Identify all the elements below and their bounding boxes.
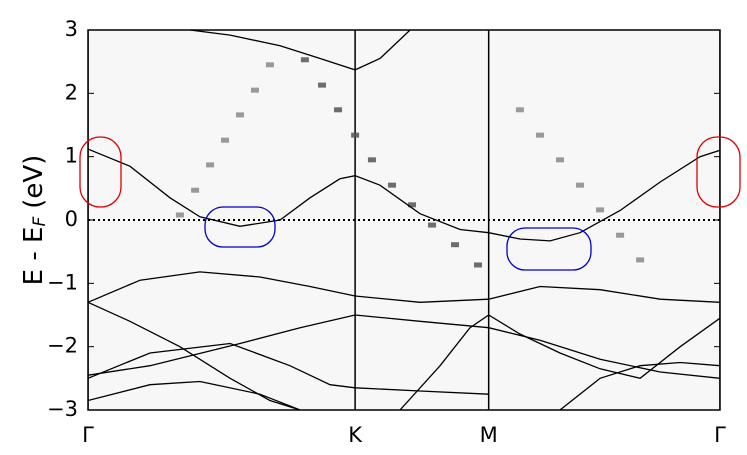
spectral-weight xyxy=(515,107,524,113)
y-tick-label: −1 xyxy=(47,270,78,294)
spectral-weight xyxy=(175,212,184,218)
spectral-weight xyxy=(235,112,244,118)
y-tick-label: 1 xyxy=(65,144,78,168)
spectral-weight xyxy=(596,207,605,213)
spectral-weight xyxy=(191,187,200,193)
band xyxy=(399,314,720,410)
y-tick-label: −3 xyxy=(47,397,78,421)
spectral-weight xyxy=(334,107,343,113)
y-label-subscript: F xyxy=(30,217,50,227)
y-tick-label: −2 xyxy=(47,334,78,358)
x-tick-label: K xyxy=(348,423,363,447)
spectral-weight xyxy=(576,182,585,188)
band xyxy=(88,342,489,395)
y-label-main: E - E xyxy=(19,227,49,286)
x-tick-label: M xyxy=(480,423,498,447)
plot-marks xyxy=(88,30,720,410)
spectral-weight xyxy=(451,242,460,248)
spectral-weight xyxy=(535,132,544,138)
spectral-weight xyxy=(387,182,396,188)
x-tick-label: Γ xyxy=(82,423,94,447)
spectral-weight xyxy=(317,82,326,88)
spectral-weight xyxy=(428,222,437,228)
spectral-weight xyxy=(555,157,564,163)
spectral-weight xyxy=(473,262,482,268)
highlight xyxy=(79,136,122,208)
y-label-unit: (eV) xyxy=(19,155,49,209)
band xyxy=(88,271,720,303)
band xyxy=(189,30,411,71)
spectral-weight xyxy=(367,157,376,163)
spectral-weight xyxy=(300,57,309,63)
band xyxy=(88,380,301,410)
spectral-weight xyxy=(265,62,274,68)
spectral-weight xyxy=(250,87,259,93)
y-tick-label: 0 xyxy=(65,207,78,231)
spectral-weight xyxy=(616,232,625,238)
spectral-weight xyxy=(351,132,360,138)
highlight xyxy=(204,206,276,248)
y-tick-label: 3 xyxy=(65,17,78,41)
x-tick-label: Γ xyxy=(714,423,726,447)
spectral-weight xyxy=(221,137,230,143)
spectral-weight xyxy=(206,162,215,168)
band xyxy=(88,314,720,379)
highlight xyxy=(696,136,741,208)
band xyxy=(88,301,301,410)
spectral-weight xyxy=(636,257,645,263)
band xyxy=(559,361,720,410)
spectral-weight xyxy=(408,202,417,208)
y-axis-label: E - EF (eV) xyxy=(19,155,51,286)
highlight xyxy=(506,227,592,271)
y-tick-label: 2 xyxy=(65,80,78,104)
